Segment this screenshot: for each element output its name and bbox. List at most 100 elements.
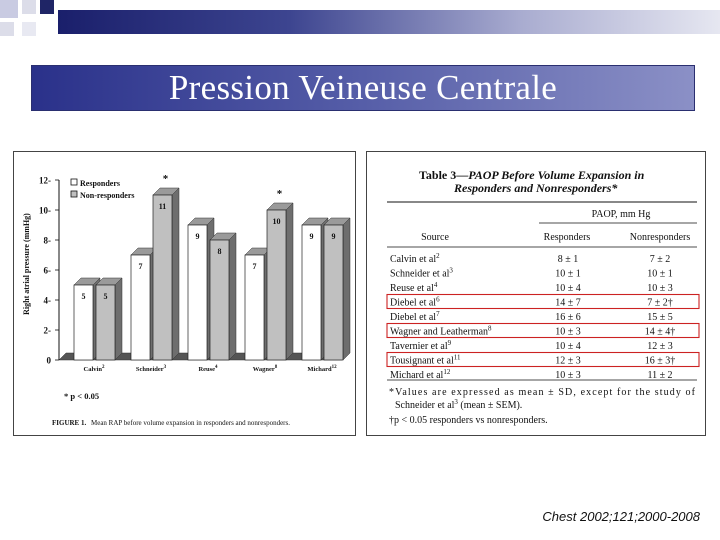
bar <box>73 284 94 361</box>
row-responders: 10 ± 4 <box>555 341 581 352</box>
bar-value-label: 9 <box>196 232 200 241</box>
row-nonresponders: 7 ± 2 <box>650 254 671 265</box>
column-header-responders: Responders <box>544 232 591 243</box>
bar-side <box>114 277 123 361</box>
highlight-box <box>386 293 700 310</box>
row-nonresponders: 10 ± 3 <box>647 283 673 294</box>
caption-text: Mean RAP before volume expansion in resp… <box>91 419 290 427</box>
bar <box>301 224 322 361</box>
row-nonresponders: 16 ± 3† <box>645 356 676 367</box>
corner-square-5 <box>22 22 36 36</box>
corner-square-1 <box>0 0 18 18</box>
table-footnote-2: †p < 0.05 responders vs nonresponders. <box>389 415 548 426</box>
legend-label: Responders <box>80 179 120 188</box>
row-source: Calvin et al2 <box>390 252 440 265</box>
x-tick-ref: 8 <box>275 365 278 370</box>
paop-table: Table 3—PAOP Before Volume Expansion in … <box>386 168 700 426</box>
row-responders: 10 ± 4 <box>555 283 581 294</box>
x-tick-label: Calvin2 <box>84 365 105 373</box>
y-tick-label: 12- <box>39 176 51 186</box>
table-body: Calvin et al2 8 ± 1 7 ± 2 Schneider et al3 1… <box>386 252 700 381</box>
row-source-ref: 11 <box>454 354 461 362</box>
legend-label: Non-responders <box>80 191 135 200</box>
row-responders: 14 ± 7 <box>555 298 581 309</box>
table-figure: Table 3—PAOP Before Volume Expansion in … <box>366 151 706 436</box>
row-source: Schneider et al3 <box>390 267 453 280</box>
bar-value-label: 9 <box>332 232 336 241</box>
bar-value-label: 5 <box>104 292 108 301</box>
y-tick-label: 4- <box>44 296 52 306</box>
corner-square-3 <box>40 0 54 14</box>
x-tick-ref: 4 <box>215 365 218 370</box>
highlight-box <box>386 322 700 339</box>
row-nonresponders: 11 ± 2 <box>647 370 672 381</box>
table-number: Table 3— <box>419 168 469 182</box>
title-bar: Pression Veineuse Centrale <box>31 65 695 111</box>
y-tick-label: 8- <box>44 236 52 246</box>
column-header-nonresponders: Nonresponders <box>630 232 691 243</box>
row-nonresponders: 7 ± 2† <box>647 298 673 309</box>
y-axis-label: Right atrial pressure (mmHg) <box>22 213 31 315</box>
bar-value-label: 11 <box>159 202 167 211</box>
bar <box>95 284 116 361</box>
bar <box>244 254 265 361</box>
row-responders: 10 ± 3 <box>555 370 581 381</box>
bar-side <box>228 232 237 361</box>
figure-caption: FIGURE 1. Mean RAP before volume expansi… <box>52 419 290 427</box>
column-header-source: Source <box>421 232 449 243</box>
slide-title: Pression Veineuse Centrale <box>168 68 558 107</box>
significance-footnote: * p < 0.05 <box>64 391 99 401</box>
bar <box>187 224 208 361</box>
y-tick-label: 10- <box>39 206 51 216</box>
footnote-ref: 3 <box>454 398 458 406</box>
bar-value-label: 7 <box>253 262 257 271</box>
bar-side <box>342 217 351 361</box>
row-nonresponders: 10 ± 1 <box>647 269 673 280</box>
rap-bar-chart: 0 2- 4- 6- 8- 10- 12- Responders Non-responders 5… <box>22 173 351 427</box>
bar-value-label: 9 <box>310 232 314 241</box>
row-source-ref: 8 <box>488 325 492 333</box>
bar-value-label: 10 <box>273 217 281 226</box>
footnote-source: Schneider et al <box>395 400 455 411</box>
row-source-ref: 7 <box>436 310 440 318</box>
row-source-ref: 2 <box>436 252 440 260</box>
row-nonresponders: 14 ± 4† <box>645 327 676 338</box>
y-tick-label: 2- <box>44 326 52 336</box>
bar <box>152 194 173 361</box>
table-title-line1: Table 3—PAOP Before Volume Expansion in <box>419 168 645 182</box>
row-source: Diebel et al6 <box>390 296 440 309</box>
highlight-box <box>386 351 700 368</box>
significance-marker: * <box>277 188 283 200</box>
row-source-ref: 6 <box>436 296 440 304</box>
x-tick-ref: 12 <box>332 365 338 370</box>
chart-figure: 0 2- 4- 6- 8- 10- 12- Responders Non-responders 5… <box>13 151 356 436</box>
row-source-ref: 9 <box>448 339 452 347</box>
row-source: Diebel et al7 <box>390 310 440 323</box>
row-nonresponders: 12 ± 3 <box>647 341 673 352</box>
row-source-ref: 3 <box>449 267 453 275</box>
x-tick-label: Schneider3 <box>136 365 167 373</box>
row-source: Wagner and Leatherman8 <box>390 325 492 338</box>
bar-side <box>285 202 294 361</box>
row-source: Reuse et al4 <box>390 281 438 294</box>
y-tick-label: 0 <box>47 356 52 366</box>
table-title-line2: Responders and Nonresponders* <box>453 181 618 195</box>
row-responders: 12 ± 3 <box>555 356 581 367</box>
corner-square-2 <box>22 0 36 14</box>
x-tick-label: Reuse4 <box>198 365 218 373</box>
x-tick-ref: 2 <box>102 365 105 370</box>
row-source-ref: 4 <box>434 281 438 289</box>
footnote-tail: (mean ± SEM). <box>458 400 522 411</box>
legend-swatch <box>70 178 78 186</box>
row-source: Tavernier et al9 <box>390 339 452 352</box>
bar-value-label: 5 <box>82 292 86 301</box>
table-footnote-1-line1: *Values are expressed as mean ± SD, exce… <box>389 387 696 398</box>
group-header: PAOP, mm Hg <box>592 209 651 220</box>
bar-value-label: 8 <box>218 247 222 256</box>
row-responders: 10 ± 3 <box>555 327 581 338</box>
citation: Chest 2002;121;2000-2008 <box>542 509 700 524</box>
table-title-text: PAOP Before Volume Expansion in <box>468 168 644 182</box>
row-nonresponders: 15 ± 5 <box>647 312 673 323</box>
caption-label: FIGURE 1. <box>52 419 86 427</box>
top-gradient-bar <box>58 10 720 34</box>
